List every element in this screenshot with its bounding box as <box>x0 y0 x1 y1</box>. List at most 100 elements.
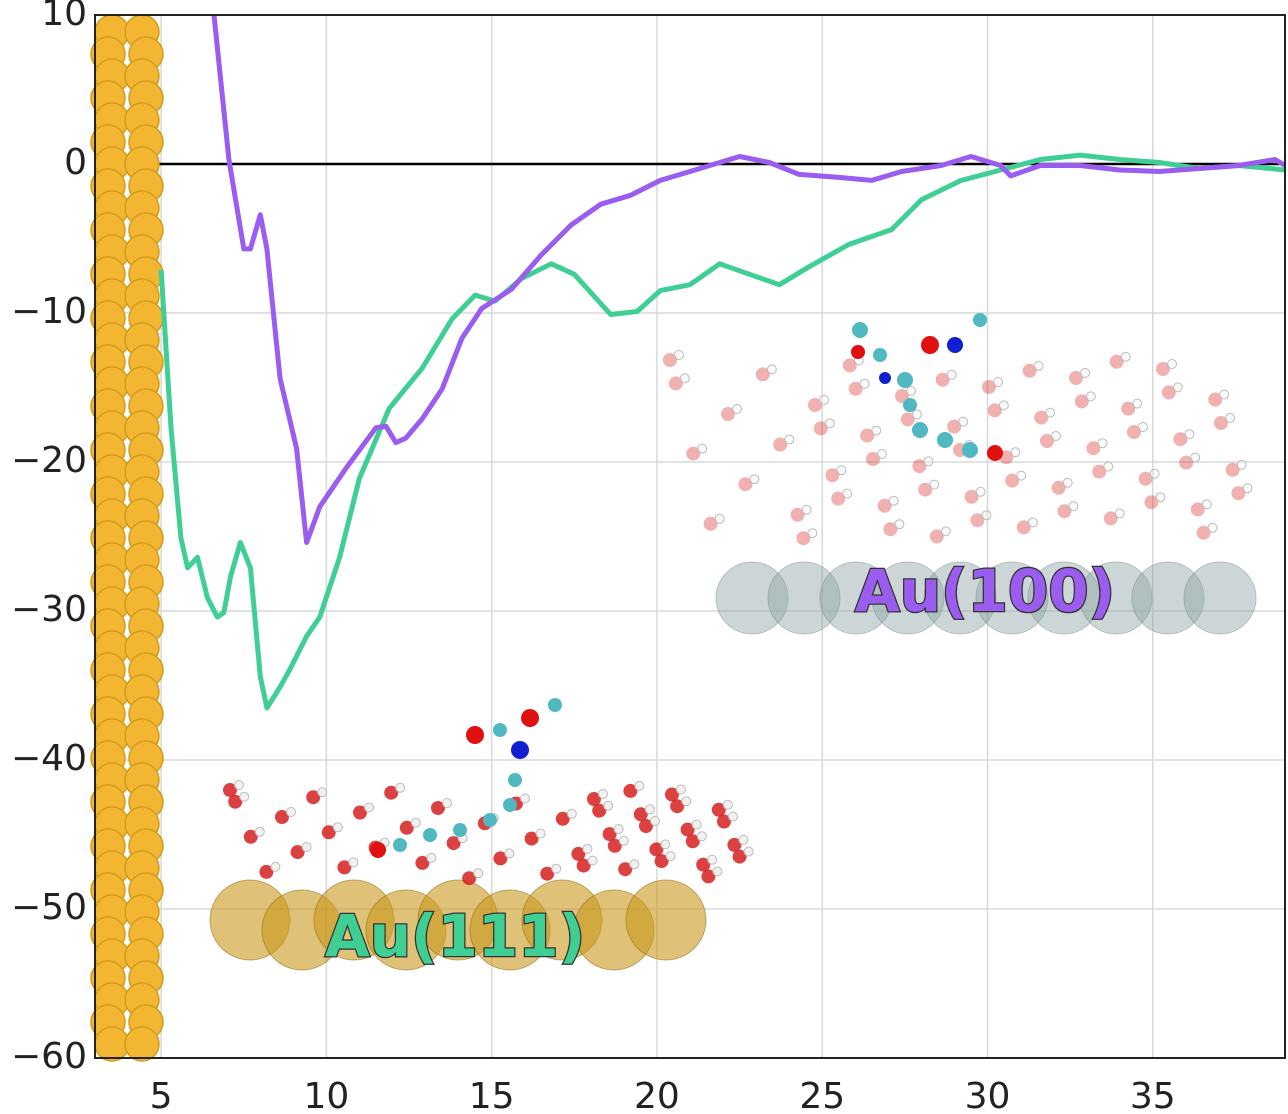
molecule-atom <box>962 442 978 458</box>
water-h <box>871 425 882 436</box>
molecule-atom <box>879 372 891 384</box>
water-h <box>807 528 818 539</box>
water-h <box>1167 359 1177 369</box>
water-h <box>1207 522 1218 533</box>
water-o <box>228 794 243 809</box>
water-h <box>535 828 546 839</box>
water-h <box>696 831 707 842</box>
water-h <box>911 409 922 420</box>
water-o <box>649 842 664 857</box>
water-o <box>1225 462 1240 477</box>
molecule-atom <box>548 698 562 712</box>
gold-surface <box>90 14 164 1062</box>
water-o <box>275 810 289 824</box>
water-h <box>348 857 359 868</box>
water-o <box>732 849 747 864</box>
water-o <box>415 855 430 870</box>
water-o <box>639 819 653 833</box>
water-o <box>929 529 944 544</box>
surface-atom <box>625 879 707 961</box>
water-h <box>998 400 1009 411</box>
water-h <box>1236 459 1247 470</box>
water-h <box>239 791 250 802</box>
series-line <box>211 15 1285 545</box>
water-h <box>1010 447 1021 458</box>
water-o <box>918 482 933 497</box>
water-h <box>1225 413 1235 423</box>
water-o <box>1138 471 1153 486</box>
y-tick-label: 10 <box>41 0 87 34</box>
water-h <box>712 866 723 877</box>
molecule-atom <box>947 337 963 353</box>
water-o <box>607 838 622 853</box>
water-h <box>981 510 992 521</box>
water-h <box>836 465 847 476</box>
water-h <box>946 369 957 380</box>
water-o <box>842 358 857 373</box>
water-o <box>1179 455 1194 470</box>
molecule-atom <box>987 445 1003 461</box>
molecule-atom <box>493 723 507 737</box>
water-o <box>796 531 811 546</box>
molecule-atom <box>503 798 517 812</box>
molecule-atom <box>921 336 939 354</box>
water-o <box>1051 480 1066 495</box>
water-o <box>935 372 950 387</box>
water-o <box>602 827 617 842</box>
water-h <box>993 377 1003 387</box>
water-h <box>940 526 951 537</box>
water-o <box>1173 432 1188 447</box>
x-tick-label: 30 <box>965 1076 1011 1114</box>
water-o <box>680 822 695 837</box>
water-h <box>1155 492 1166 503</box>
water-h <box>644 804 655 815</box>
water-o <box>587 792 601 806</box>
water-o <box>1074 394 1089 409</box>
water-h <box>665 851 676 862</box>
molecule-atom <box>973 313 987 327</box>
water-h <box>877 449 887 459</box>
water-o <box>446 836 461 851</box>
water-h <box>888 495 899 506</box>
water-o <box>1127 425 1141 439</box>
water-o <box>337 860 352 875</box>
water-o <box>877 498 892 513</box>
water-h <box>679 373 690 384</box>
water-o <box>384 785 399 800</box>
water-h <box>1097 438 1108 449</box>
water-h <box>1172 382 1183 393</box>
water-o <box>623 783 638 798</box>
water-h <box>906 386 916 396</box>
water-o <box>1040 434 1054 448</box>
water-o <box>1034 410 1049 425</box>
water-h <box>714 513 725 524</box>
surface-atom <box>819 561 893 635</box>
water-h <box>364 802 374 813</box>
surface-atom <box>715 561 789 635</box>
water-h <box>1080 368 1090 378</box>
water-o <box>686 446 701 461</box>
water-o <box>592 803 607 818</box>
water-h <box>859 378 870 389</box>
molecule-atom <box>851 345 865 359</box>
water-o <box>431 801 445 815</box>
water-o <box>685 834 700 849</box>
water-o <box>900 412 915 427</box>
surface-atom <box>975 561 1049 635</box>
water-h <box>317 787 328 798</box>
water-o <box>738 477 753 492</box>
surface-atom <box>767 561 841 635</box>
water-h <box>1138 422 1148 432</box>
water-o <box>1022 363 1037 378</box>
water-h <box>520 793 530 804</box>
water-o <box>703 516 718 531</box>
inset-au111 <box>209 698 754 971</box>
water-o <box>1092 464 1107 479</box>
molecule-atom <box>370 842 386 858</box>
molecule-atom <box>852 322 868 338</box>
water-h <box>473 868 484 879</box>
water-h <box>301 842 312 853</box>
y-tick-label: −40 <box>11 738 87 779</box>
water-o <box>462 871 477 886</box>
